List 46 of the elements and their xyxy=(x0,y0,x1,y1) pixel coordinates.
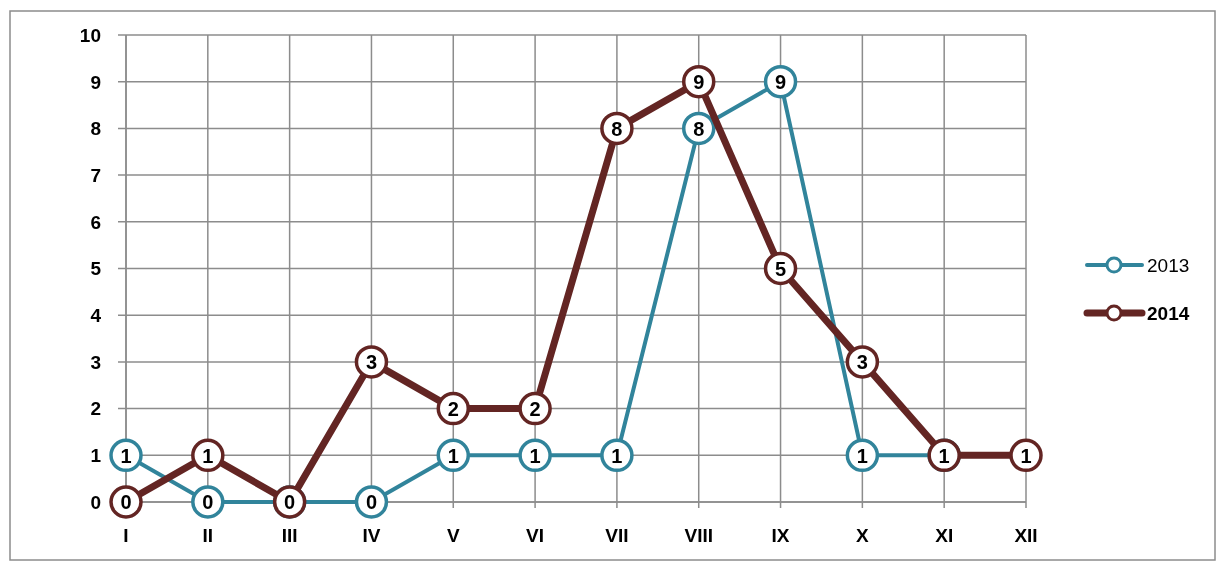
data-label: 2 xyxy=(529,397,541,420)
data-label: 0 xyxy=(120,491,132,514)
x-tick-label: I xyxy=(123,524,129,546)
data-label: 1 xyxy=(856,444,868,467)
data-label: 3 xyxy=(856,351,868,374)
y-tick-label: 0 xyxy=(90,491,101,513)
x-tick-label: V xyxy=(446,524,460,546)
x-tick-label: VII xyxy=(605,524,629,546)
y-tick-label: 4 xyxy=(90,305,102,327)
data-label: 5 xyxy=(774,257,787,280)
y-tick-label: 5 xyxy=(90,258,102,280)
x-tick-label: II xyxy=(202,524,214,546)
data-label: 1 xyxy=(447,444,459,467)
data-label: 8 xyxy=(693,117,705,140)
x-tick-label: IV xyxy=(362,524,381,546)
data-label: 1 xyxy=(938,444,950,467)
x-tick-label: XI xyxy=(935,524,954,546)
x-tick-label: IX xyxy=(771,524,790,546)
data-label: 1 xyxy=(120,444,132,467)
y-tick-label: 3 xyxy=(90,351,101,373)
y-tick-label: 2 xyxy=(90,398,101,420)
legend-label: 2014 xyxy=(1147,302,1190,324)
x-tick-label: III xyxy=(281,524,298,546)
y-tick-label: 9 xyxy=(90,71,101,93)
data-label: 0 xyxy=(365,491,378,514)
data-label: 8 xyxy=(611,117,623,140)
y-tick-label: 6 xyxy=(90,211,101,233)
x-tick-label: XII xyxy=(1014,524,1038,546)
data-label: 0 xyxy=(284,491,296,514)
y-tick-label: 1 xyxy=(90,445,102,467)
data-label: 1 xyxy=(1020,444,1032,467)
data-label: 1 xyxy=(529,444,541,467)
x-tick-label: VIII xyxy=(684,524,713,546)
y-tick-label: 7 xyxy=(90,164,101,186)
data-label: 1 xyxy=(202,444,214,467)
data-label: 1 xyxy=(611,444,623,467)
y-tick-label: 10 xyxy=(79,24,101,46)
legend-label: 2013 xyxy=(1147,254,1190,276)
data-label: 9 xyxy=(693,70,705,93)
x-tick-label: VI xyxy=(526,524,545,546)
x-tick-label: X xyxy=(856,524,870,546)
data-label: 3 xyxy=(365,351,378,374)
y-tick-label: 8 xyxy=(90,118,101,140)
data-label: 2 xyxy=(447,397,459,420)
data-label: 0 xyxy=(202,491,214,514)
data-label: 9 xyxy=(774,70,787,93)
